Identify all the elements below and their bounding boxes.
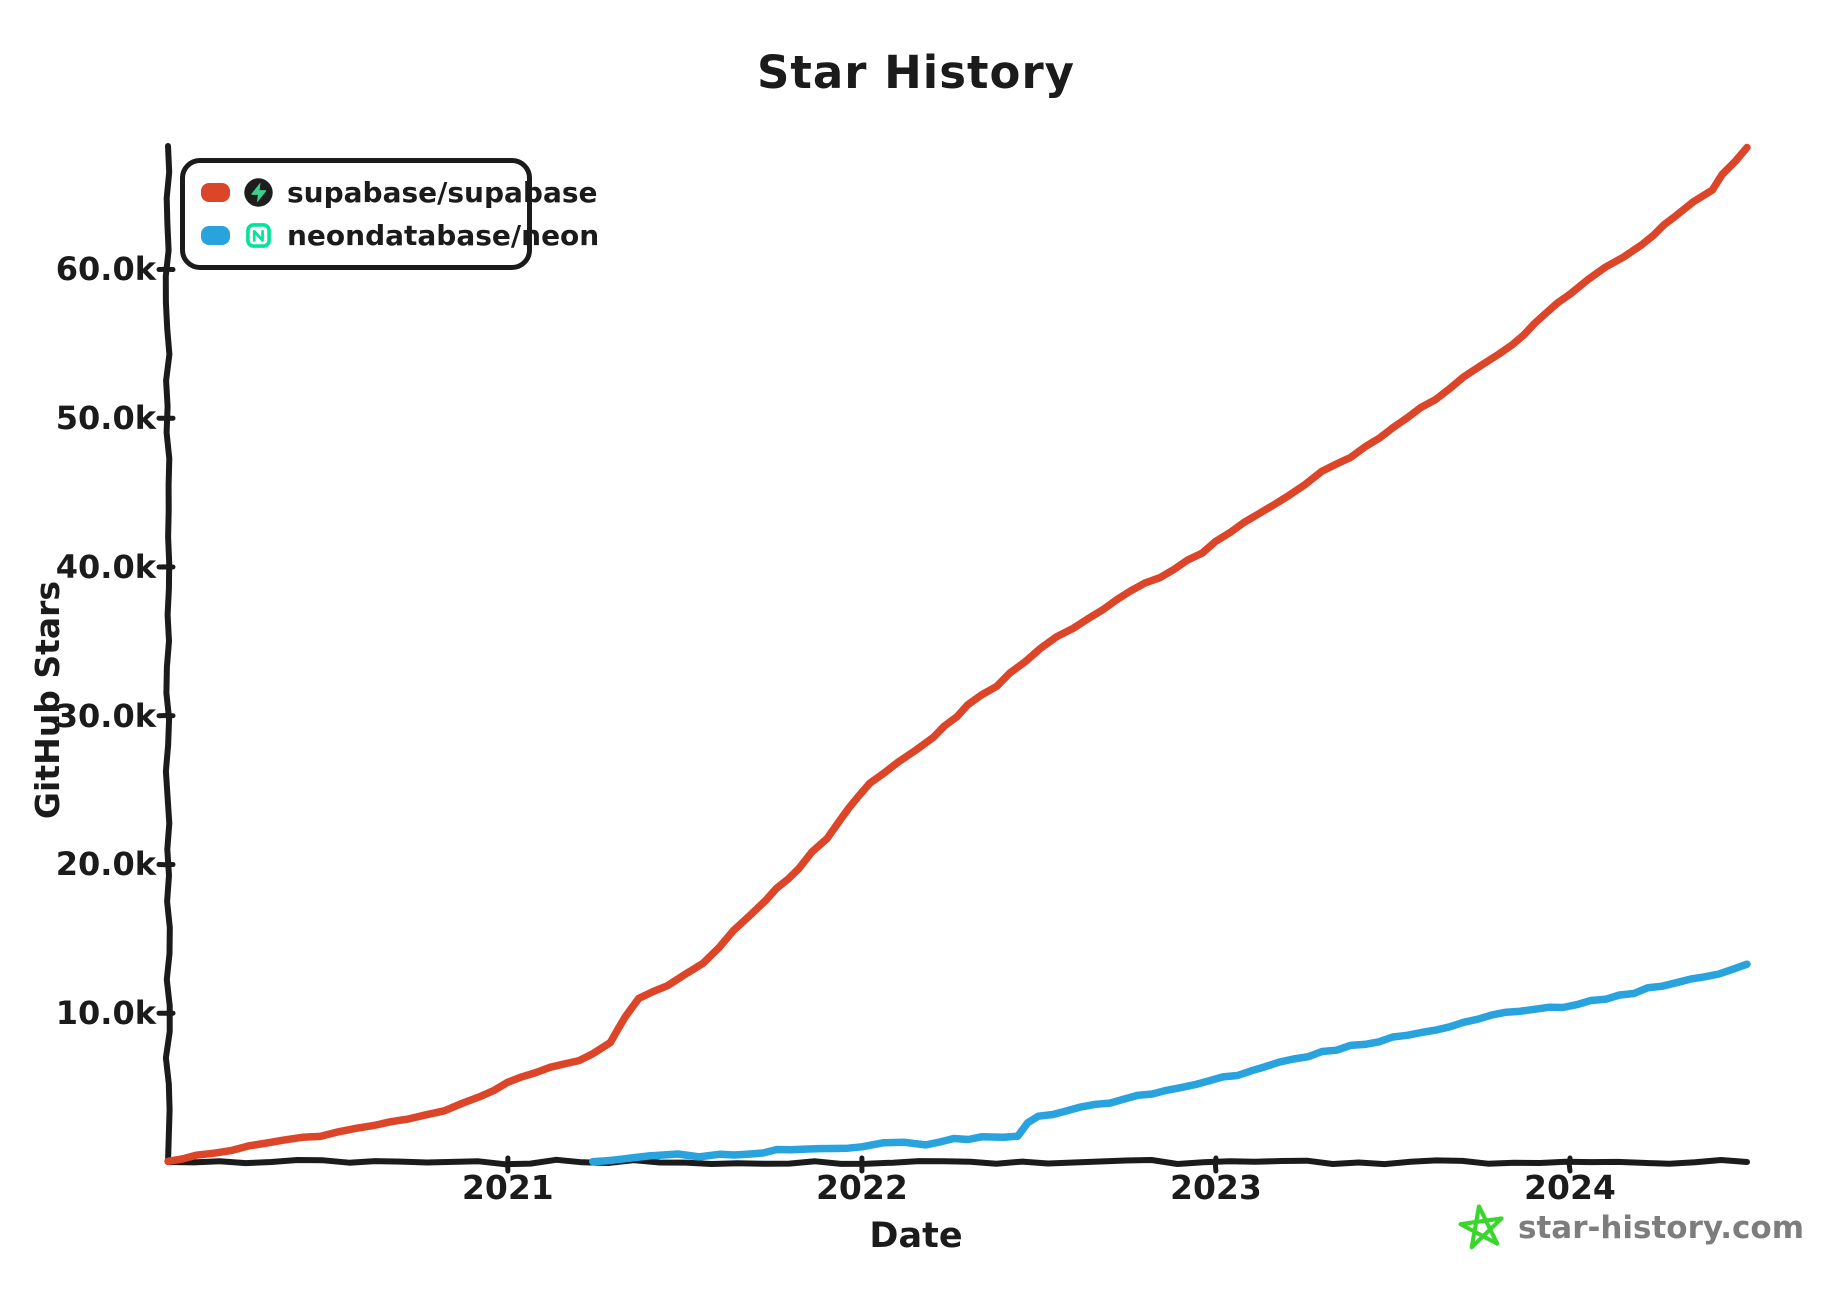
- y-tick-label: 30.0k: [55, 696, 156, 735]
- y-tick-label: 20.0k: [55, 845, 156, 884]
- watermark-link[interactable]: star-history.com: [1458, 1204, 1804, 1252]
- y-tick-label: 10.0k: [55, 994, 156, 1033]
- legend-label-neon: neondatabase/neon: [287, 219, 600, 253]
- axes: [156, 143, 1750, 1174]
- y-tick-label: 40.0k: [55, 547, 156, 586]
- legend-item-supabase: supabase/supabase: [185, 176, 598, 209]
- legend: supabase/supabase neondatabase/neon: [180, 158, 599, 270]
- supabase-series-swatch: [201, 182, 230, 202]
- star-history-logo-icon: [1458, 1204, 1504, 1250]
- x-tick-mark: [1212, 1155, 1219, 1174]
- y-axis-line: [162, 143, 173, 1165]
- watermark-text: star-history.com: [1518, 1210, 1805, 1246]
- x-axis-line: [165, 1156, 1750, 1168]
- x-tick-label: 2022: [815, 1168, 908, 1207]
- y-tick-label: 50.0k: [55, 399, 156, 438]
- legend-item-neon: neondatabase/neon: [185, 219, 599, 252]
- x-tick-label: 2021: [461, 1168, 554, 1207]
- x-tick-mark: [1566, 1155, 1573, 1174]
- x-axis-label: Date: [869, 1216, 963, 1256]
- chart-title: Star History: [757, 46, 1075, 99]
- neon-series-swatch: [201, 226, 230, 246]
- series-line-neondatabase: [589, 960, 1751, 1166]
- series-line-supabase: [164, 143, 1751, 1166]
- x-tick-label: 2023: [1170, 1168, 1262, 1207]
- neon-logo-icon: [246, 223, 271, 249]
- supabase-logo-icon: [244, 177, 273, 207]
- legend-label-supabase: supabase/supabase: [287, 175, 598, 209]
- x-tick-label: 2024: [1524, 1168, 1616, 1207]
- y-tick-label: 60.0k: [55, 250, 156, 289]
- series-lines: [164, 143, 1751, 1166]
